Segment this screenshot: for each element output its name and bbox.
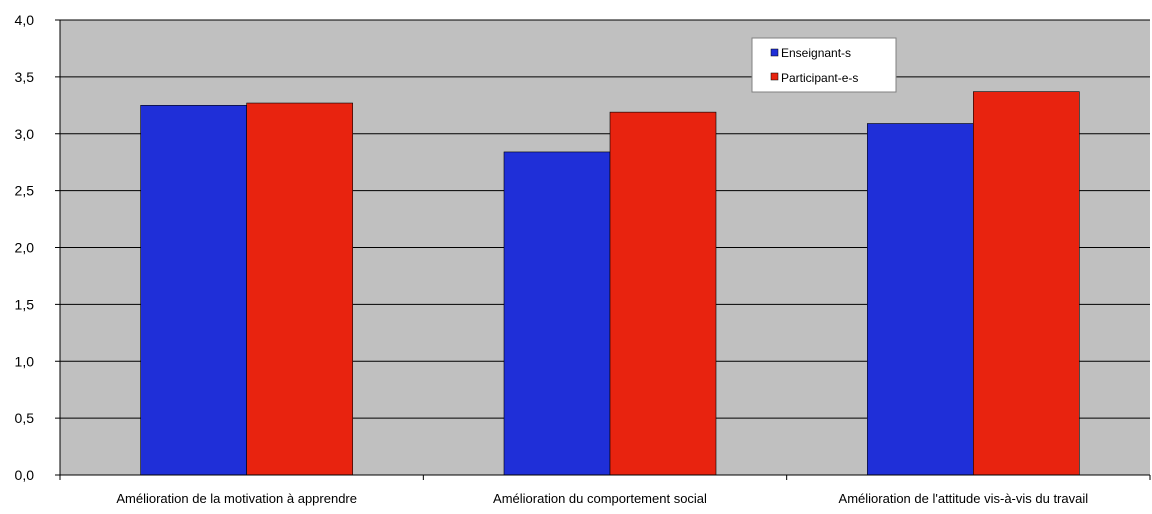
- bars: [140, 91, 1080, 476]
- y-tick-label: 4,0: [15, 12, 35, 28]
- bar-participants: [246, 102, 353, 476]
- legend: Enseignant-s Participant-e-s: [751, 37, 897, 93]
- y-tick-label: 0,0: [15, 467, 35, 483]
- legend-swatch-enseignants: [770, 48, 779, 57]
- bar-enseignants: [867, 123, 974, 476]
- y-tick-label: 2,5: [15, 183, 35, 199]
- y-tick-label: 2,0: [15, 240, 35, 256]
- bar-enseignants: [503, 151, 611, 476]
- y-tick-label: 3,5: [15, 69, 35, 85]
- bar-participants: [609, 111, 717, 476]
- x-category-label: Amélioration du comportement social: [493, 491, 707, 506]
- legend-label-participants: Participant-e-s: [781, 71, 858, 85]
- bar-enseignants: [140, 105, 247, 476]
- y-tick-label: 0,5: [15, 410, 35, 426]
- legend-label-enseignants: Enseignant-s: [781, 46, 851, 60]
- x-axis-ticks: Amélioration de la motivation à apprendr…: [59, 475, 1151, 506]
- x-category-label: Amélioration de l'attitude vis-à-vis du …: [839, 491, 1089, 506]
- y-tick-label: 3,0: [15, 126, 35, 142]
- bar-participants: [973, 91, 1080, 476]
- y-axis-ticks: 0,0 0,5 1,0 1,5 2,0 2,5 3,0 3,5 4,0: [15, 12, 60, 483]
- legend-box: [751, 37, 897, 93]
- y-tick-label: 1,0: [15, 353, 35, 369]
- y-tick-label: 1,5: [15, 296, 35, 312]
- x-category-label: Amélioration de la motivation à apprendr…: [116, 491, 357, 506]
- legend-swatch-participants: [770, 72, 779, 81]
